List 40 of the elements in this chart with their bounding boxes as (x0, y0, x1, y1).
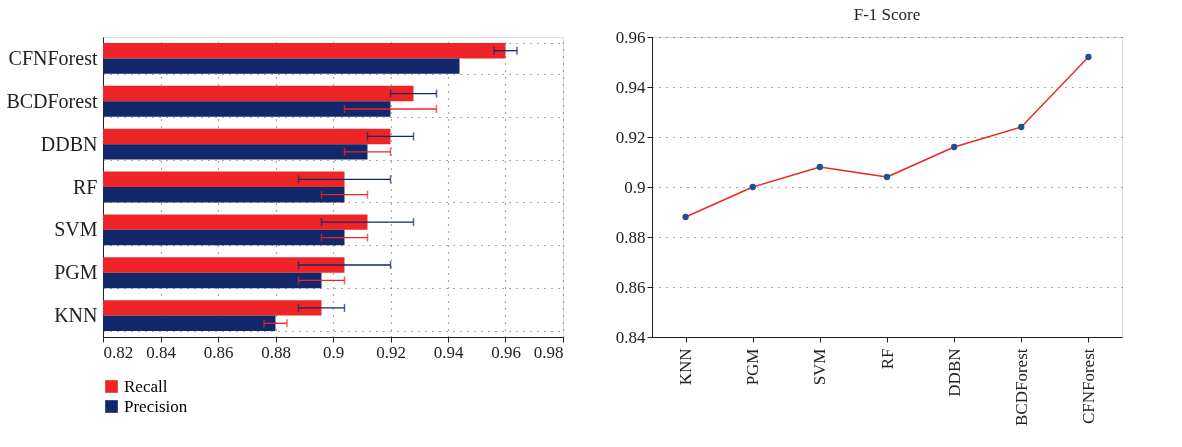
x-tick-label: 0.9 (322, 342, 345, 362)
point (749, 183, 756, 191)
point (682, 213, 689, 221)
y-tick-label: DDBN (40, 132, 98, 155)
x-tick-label: 0.92 (376, 342, 406, 362)
point (950, 143, 958, 151)
y-tick-label: 0.84 (615, 327, 646, 347)
x-tick-label: 0.84 (146, 342, 177, 362)
y-tick-label: 0.94 (615, 77, 646, 97)
x-tick-label: BCDForest (1011, 348, 1031, 426)
y-tick-label: RF (73, 175, 98, 198)
x-tick-label: 0.96 (491, 342, 521, 362)
x-tick-label: 0.82 (103, 342, 134, 362)
x-tick-label: 0.86 (203, 342, 234, 362)
point (816, 163, 824, 171)
x-tick-label: RF (877, 348, 897, 370)
x-tick-label: CFNForest (1078, 348, 1098, 425)
chart-title: F-1 Score (853, 5, 921, 24)
legend-label: Recall (124, 376, 168, 396)
y-tick-label: 0.9 (624, 177, 646, 197)
x-tick-label: 0.98 (533, 342, 564, 362)
y-tick-label: 0.96 (615, 27, 646, 47)
x-tick-label: DDBN (944, 348, 964, 397)
y-tick-label: 0.86 (615, 277, 646, 297)
point (883, 173, 891, 181)
y-tick-label: PGM (54, 261, 98, 284)
y-tick-label: 0.92 (615, 127, 646, 147)
y-tick-label: CFNForest (8, 46, 98, 69)
x-tick-label: 0.88 (261, 342, 291, 362)
point (1018, 123, 1025, 131)
point (1085, 53, 1092, 61)
x-tick-label: PGM (743, 348, 763, 386)
legend-label: Precision (124, 396, 188, 416)
x-tick-label: 0.94 (433, 342, 464, 362)
x-tick-label: KNN (676, 348, 696, 386)
y-tick-label: BCDForest (6, 89, 98, 112)
y-tick-label: KNN (54, 304, 98, 327)
y-tick-label: 0.88 (615, 227, 646, 247)
x-tick-label: SVM (810, 348, 830, 386)
y-tick-label: SVM (54, 218, 98, 241)
